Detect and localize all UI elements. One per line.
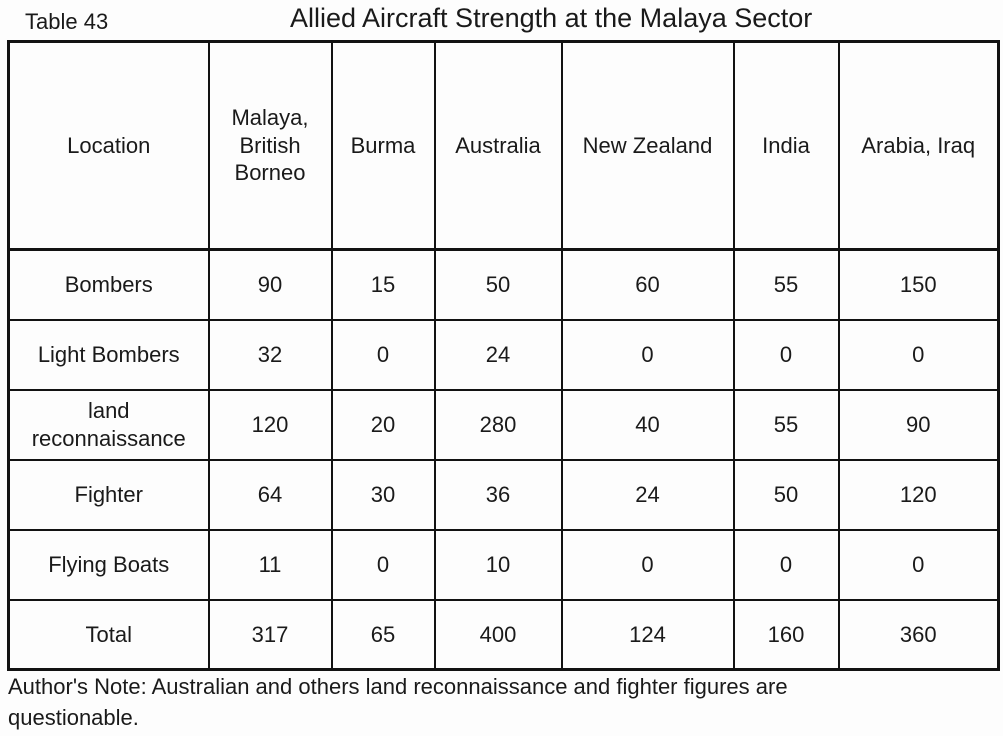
table-cell: 10 [433,528,563,601]
table-cell: 64 [207,458,333,531]
row-label: Total [7,598,210,671]
table-cell: 32 [207,318,333,391]
table-cell: 20 [330,388,436,461]
column-header-arabia-iraq: Arabia, Iraq [837,40,1000,251]
table-cell: 50 [732,458,840,531]
table-cell: 360 [837,598,1000,671]
column-header-malaya: Malaya, British Borneo [207,40,333,251]
table-row-light-bombers: Light Bombers 32 0 24 0 0 0 [7,318,1000,391]
column-header-new-zealand: New Zealand [560,40,735,251]
table-number-label: Table 43 [25,9,109,34]
table-cell: 160 [732,598,840,671]
table-cell: 24 [433,318,563,391]
table-row-fighter: Fighter 64 30 36 24 50 120 [7,458,1000,531]
table-cell: 40 [560,388,735,461]
table-cell: 124 [560,598,735,671]
page-title: Allied Aircraft Strength at the Malaya S… [290,3,813,33]
table-cell: 0 [837,528,1000,601]
table-cell: 120 [207,388,333,461]
table-cell: 280 [433,388,563,461]
table-cell: 0 [732,528,840,601]
table-cell: 317 [207,598,333,671]
authors-note: Author's Note: Australian and others lan… [8,674,788,730]
column-header-burma: Burma [330,40,436,251]
table-cell: 90 [207,248,333,321]
table-cell: 55 [732,388,840,461]
table-row-flying-boats: Flying Boats 11 0 10 0 0 0 [7,528,1000,601]
column-header-india: India [732,40,840,251]
table-cell: 36 [433,458,563,531]
table-cell: 0 [330,318,436,391]
table-cell: 24 [560,458,735,531]
table-row-total: Total 317 65 400 124 160 360 [7,598,1000,671]
column-header-location: Location [7,40,210,251]
table-cell: 90 [837,388,1000,461]
table-header-row: Location Malaya, British Borneo Burma Au… [7,40,1000,251]
table-cell: 11 [207,528,333,601]
title-bar: Table 43 Allied Aircraft Strength at the… [0,0,1003,40]
table-cell: 60 [560,248,735,321]
table-cell: 30 [330,458,436,531]
row-label: Bombers [7,248,210,321]
table-cell: 120 [837,458,1000,531]
table-row-bombers: Bombers 90 15 50 60 55 150 [7,248,1000,321]
aircraft-strength-table: Location Malaya, British Borneo Burma Au… [7,40,1000,671]
row-label: Light Bombers [7,318,210,391]
table-cell: 0 [330,528,436,601]
table-cell: 0 [732,318,840,391]
column-header-australia: Australia [433,40,563,251]
table-cell: 0 [560,528,735,601]
row-label: Fighter [7,458,210,531]
table-cell: 400 [433,598,563,671]
table-cell: 0 [837,318,1000,391]
table-cell: 150 [837,248,1000,321]
row-label: Flying Boats [7,528,210,601]
table-row-land-reconnaissance: land reconnaissance 120 20 280 40 55 90 [7,388,1000,461]
table-cell: 15 [330,248,436,321]
table-cell: 0 [560,318,735,391]
row-label: land reconnaissance [7,388,210,461]
table-cell: 65 [330,598,436,671]
table-cell: 50 [433,248,563,321]
table-cell: 55 [732,248,840,321]
